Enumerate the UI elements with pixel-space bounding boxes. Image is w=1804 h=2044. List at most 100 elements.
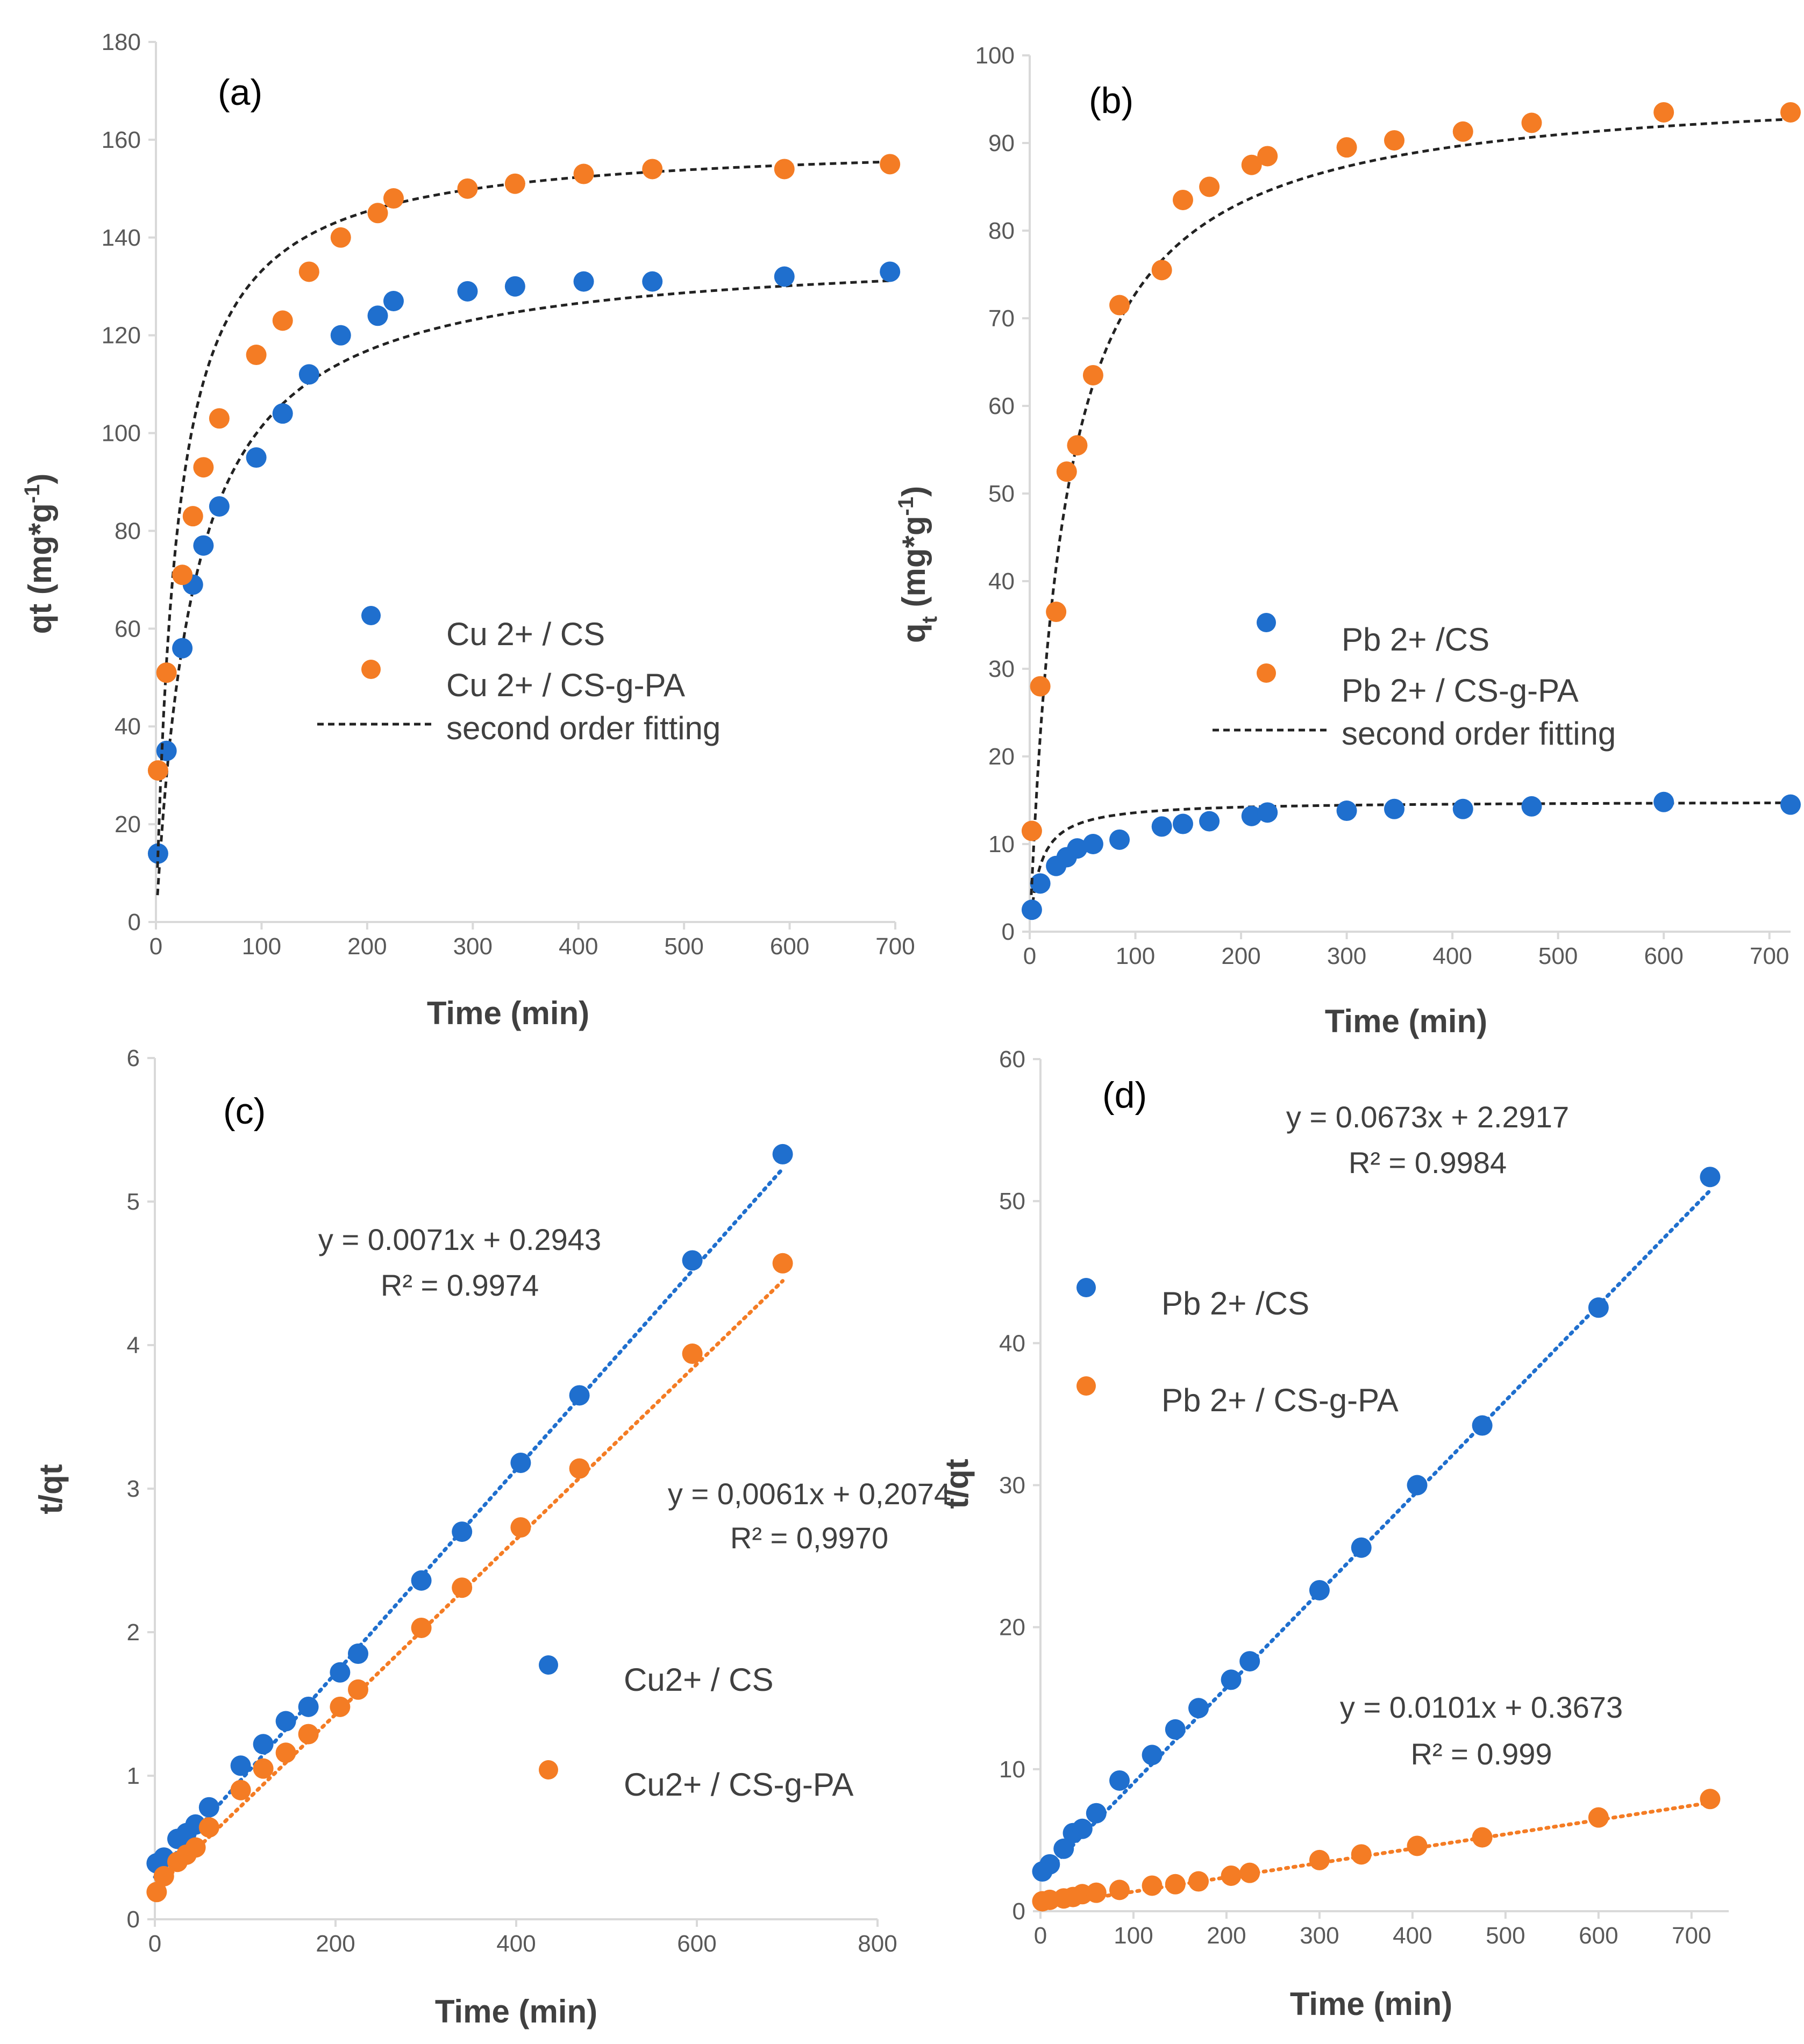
panel-c-point-csgpa <box>510 1517 531 1538</box>
panel-b-point-cs <box>1030 873 1051 894</box>
panel-c-point-csgpa <box>153 1866 174 1886</box>
panel-a-x-tick-label: 500 <box>664 933 703 960</box>
panel-a-point-cs <box>193 535 214 556</box>
panel-b-y-axis-label: qt (mg*g-1) <box>894 486 942 643</box>
panel-a-point-csgpa <box>209 408 230 429</box>
panel-c-point-csgpa <box>411 1617 432 1638</box>
panel-a-x-axis-label: Time (min) <box>427 995 589 1031</box>
panel-a-x-tick-label: 600 <box>770 933 809 960</box>
panel-a-y-tick-label: 180 <box>102 29 141 55</box>
panel-b-x-tick-label: 700 <box>1750 943 1789 969</box>
panel-a-point-csgpa <box>172 564 193 585</box>
panel-b-point-cs <box>1452 798 1473 819</box>
panel-b-x-tick-label: 600 <box>1644 943 1683 969</box>
panel-c-point-csgpa <box>452 1577 473 1598</box>
panel-c-point-cs <box>253 1734 274 1755</box>
panel-a-point-csgpa <box>298 261 319 282</box>
panel-c-equation-cs: y = 0.0071x + 0.2943 <box>318 1223 601 1256</box>
panel-a-point-cs <box>330 325 351 346</box>
panel-b-x-tick-label: 0 <box>1023 943 1036 969</box>
panel-d-point-cs <box>1142 1745 1163 1766</box>
panel-b-point-cs <box>1067 838 1088 859</box>
panel-c-point-cs <box>198 1797 219 1818</box>
panel-d-point-csgpa <box>1142 1875 1163 1896</box>
panel-c-point-cs <box>330 1662 351 1683</box>
panel-b-point-cs <box>1021 899 1042 920</box>
panel-b-x-tick-label: 400 <box>1432 943 1472 969</box>
panel-d-y-tick-label: 20 <box>999 1614 1025 1641</box>
panel-b-y-tick-label: 60 <box>988 393 1015 419</box>
panel-a-y-tick-label: 100 <box>102 420 141 447</box>
panel-c-point-cs <box>275 1711 296 1732</box>
panel-c-legend: Cu2+ / CS Cu2+ / CS-g-PA <box>539 1655 853 1803</box>
panel-a-point-cs <box>367 305 388 326</box>
panel-b-point-csgpa <box>1172 189 1193 210</box>
panel-a-legend-label-fit: second order fitting <box>446 710 721 746</box>
panel-a-point-csgpa <box>193 457 214 478</box>
panel-a-y-axis-label: qt (mg*g-1) <box>20 474 58 634</box>
panel-d-point-csgpa <box>1351 1844 1372 1865</box>
panel-d-legend: Pb 2+ /CS Pb 2+ / CS-g-PA <box>1076 1278 1399 1418</box>
panel-a-y-tick-label: 20 <box>115 811 141 838</box>
panel-c-x-tick-label: 800 <box>858 1931 897 1957</box>
panel-a-point-csgpa <box>573 163 594 184</box>
panel-b-legend-label-cs: Pb 2+ /CS <box>1342 621 1489 657</box>
panel-b-point-csgpa <box>1241 154 1262 175</box>
panel-b-y-tick-label: 30 <box>988 656 1015 682</box>
panel-d-y-tick-label: 0 <box>1012 1898 1025 1925</box>
panel-a-x-tick-label: 100 <box>242 933 281 960</box>
panel-d-y-tick-label: 60 <box>999 1046 1025 1073</box>
panel-c-point-csgpa <box>185 1837 206 1858</box>
panel-d-point-cs <box>1086 1803 1107 1824</box>
panel-d-legend-label-csgpa: Pb 2+ / CS-g-PA <box>1161 1382 1399 1418</box>
panel-b-legend-marker-csgpa <box>1257 663 1276 683</box>
panel-a-point-csgpa <box>330 227 351 248</box>
panel-d-point-cs <box>1188 1698 1209 1719</box>
panel-c-point-csgpa <box>330 1696 351 1717</box>
panel-c-legend-marker-cs <box>539 1655 558 1675</box>
panel-c-x-axis-label: Time (min) <box>435 1993 597 2029</box>
panel-c-equation-csgpa: y = 0,0061x + 0,2074 <box>668 1477 951 1511</box>
panel-d-point-csgpa <box>1588 1807 1609 1828</box>
panel-b-point-cs <box>1257 802 1278 823</box>
panel-b-x-tick-label: 500 <box>1538 943 1578 969</box>
panel-d-x-tick-label: 400 <box>1393 1922 1432 1949</box>
panel-b-point-cs <box>1199 811 1220 832</box>
panel-c-y-tick-label: 6 <box>127 1045 140 1071</box>
panel-a-point-cs <box>298 364 319 385</box>
panel-d-x-axis-label: Time (min) <box>1290 1986 1452 2022</box>
panel-b-point-cs <box>1241 805 1262 826</box>
panel-c-y-axis-label: t/qt <box>33 1464 69 1514</box>
panel-a-title: (a) <box>218 72 262 113</box>
panel-d-legend-marker-cs <box>1076 1278 1096 1297</box>
panel-c-trendline-cs <box>153 1167 785 1879</box>
panel-d-y-tick-label: 10 <box>999 1756 1025 1783</box>
panel-a-point-cs <box>457 281 478 302</box>
panel-d-point-cs <box>1588 1297 1609 1318</box>
panel-b-y-tick-label: 100 <box>975 42 1015 69</box>
panel-a: 0 20 40 60 80 100 120 140 160 180 0 100 200 300 400 500… <box>20 29 915 1031</box>
panel-b: 0 10 20 30 40 50 60 70 80 90 100 0 100 200 300 400 500 60… <box>894 42 1801 1039</box>
panel-b-fit-curve-csgpa <box>1030 118 1787 895</box>
panel-a-x-tick-label: 300 <box>453 933 493 960</box>
panel-c-y-tick-label: 5 <box>127 1189 140 1215</box>
panel-a-point-csgpa <box>383 188 404 209</box>
panel-a-legend-marker-cs <box>361 606 381 625</box>
panel-d-r2-cs: R² = 0.9984 <box>1349 1146 1507 1180</box>
panel-d-point-csgpa <box>1472 1827 1493 1848</box>
panel-c-y-tick-label: 2 <box>127 1619 140 1646</box>
panel-a-point-cs <box>504 276 525 297</box>
panel-c-y-tick-label: 3 <box>127 1476 140 1502</box>
panel-d-point-csgpa <box>1700 1789 1721 1810</box>
panel-b-point-csgpa <box>1653 102 1674 123</box>
panel-a-point-csgpa <box>457 178 478 199</box>
panel-c-x-tick-label: 200 <box>316 1931 355 1957</box>
panel-b-title: (b) <box>1089 80 1133 121</box>
panel-d-point-csgpa <box>1109 1879 1130 1900</box>
panel-c-r2-cs: R² = 0.9974 <box>381 1268 539 1302</box>
panel-a-y-tick-label: 80 <box>115 518 141 544</box>
panel-a-point-csgpa <box>147 760 168 781</box>
panel-a-point-csgpa <box>880 154 901 175</box>
